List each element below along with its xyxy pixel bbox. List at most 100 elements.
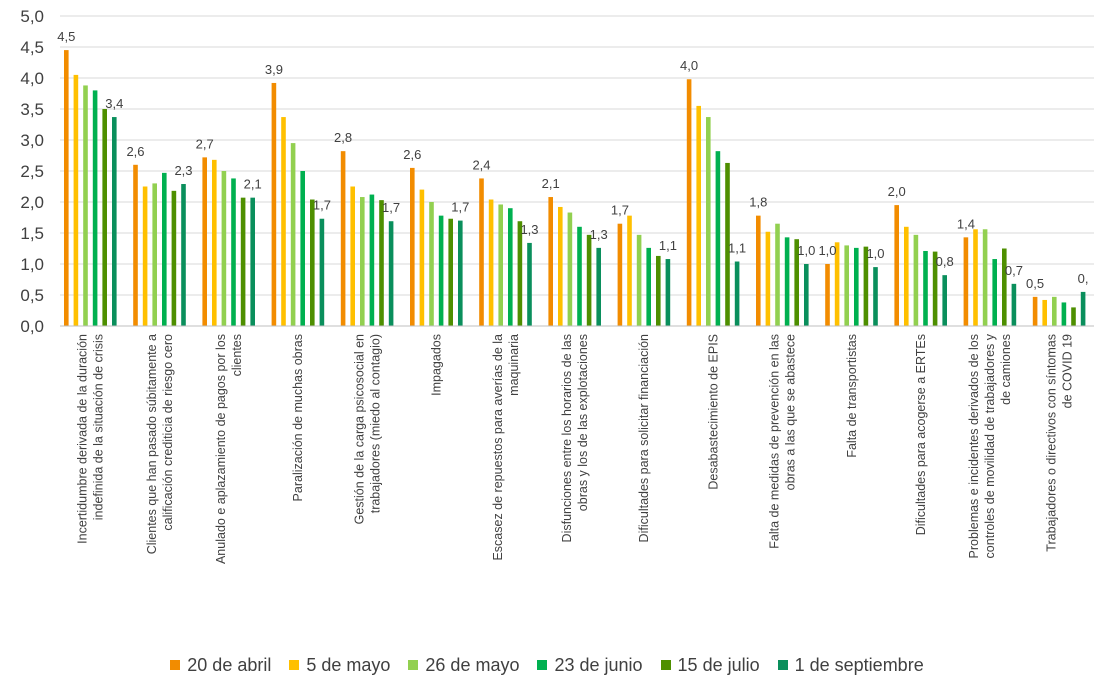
bar-chart: 0,0 0,5 1,0 1,5 2,0 2,5 3,0 3,5 4,0 4,5 5,0 4,5 3,4 2… [20, 7, 1094, 564]
bar [142, 186, 148, 326]
bar [992, 259, 997, 326]
bar [686, 79, 692, 327]
data-label: 1,0 [797, 243, 815, 258]
data-label: 2,6 [403, 147, 421, 162]
y-tick-label: 0,5 [20, 286, 44, 305]
y-tick-label: 3,5 [20, 100, 44, 119]
y-tick-label: 4,0 [20, 69, 44, 88]
bar [1071, 307, 1076, 326]
bar [1011, 283, 1017, 326]
legend-item: 23 de junio [537, 655, 643, 676]
bar [794, 239, 799, 326]
bar [527, 242, 532, 326]
legend-label: 20 de abril [187, 655, 272, 675]
bar [617, 223, 623, 326]
bar [636, 234, 642, 326]
bar [696, 105, 701, 327]
bar [498, 204, 503, 326]
data-label: 3,9 [265, 62, 283, 77]
y-tick-label: 5,0 [20, 7, 44, 26]
bar [290, 143, 296, 326]
legend-swatch [777, 660, 788, 670]
bar [973, 229, 978, 326]
bar [1002, 248, 1007, 326]
bar [1042, 299, 1047, 326]
y-tick-label: 0,0 [20, 317, 44, 336]
bar [202, 157, 207, 326]
x-category-label: Escasez de repuestos para averías de la m… [491, 334, 521, 561]
bar [963, 237, 969, 326]
bar [410, 167, 415, 326]
data-label: 3,4 [105, 96, 123, 111]
bar [250, 197, 255, 326]
bar [577, 226, 582, 326]
bar [913, 234, 919, 326]
x-category-label: Problemas e incidentes derivados de los c… [967, 333, 1013, 558]
x-category-label: Impagados [430, 334, 444, 396]
bar [706, 117, 711, 326]
bar [932, 251, 938, 326]
bar [804, 264, 809, 326]
bar [240, 197, 246, 326]
data-label: 1,3 [590, 227, 608, 242]
bar [319, 218, 325, 326]
bar [873, 267, 878, 326]
bar [102, 109, 107, 326]
bar [458, 220, 463, 326]
bar [844, 245, 849, 326]
y-tick-label: 1,0 [20, 255, 44, 274]
bar [627, 215, 632, 326]
y-tick-label: 3,0 [20, 131, 44, 150]
data-label: 1,1 [728, 241, 746, 256]
bar [221, 171, 227, 326]
bar [171, 190, 177, 326]
data-label: 4,0 [680, 58, 698, 73]
data-label: 1,7 [451, 200, 469, 215]
legend-label: 23 de junio [554, 655, 643, 675]
bar [92, 90, 98, 327]
bar [231, 178, 236, 326]
bar [656, 255, 661, 326]
data-label: 2,3 [174, 163, 192, 178]
bar [517, 221, 523, 326]
bar [558, 206, 563, 326]
data-label: 2,0 [888, 184, 906, 199]
x-category-label: Dificultades para solicitar financiación [637, 334, 651, 542]
legend-item: 5 de mayo [289, 655, 390, 676]
bar [162, 172, 167, 326]
bar [1032, 296, 1038, 326]
x-category-label: Trabajadores o directivos con síntomas de… [1044, 334, 1074, 552]
bar [825, 264, 830, 326]
bar [271, 82, 277, 327]
x-category-label: Dificultades para acogerse a ERTEs [914, 334, 928, 535]
bar [784, 237, 790, 326]
bar [982, 229, 988, 326]
bar [725, 162, 730, 326]
bar [756, 215, 761, 326]
bar [360, 197, 365, 326]
legend-swatch [537, 660, 548, 670]
bar [281, 117, 286, 326]
bar [112, 117, 117, 326]
x-category-label: Desabastecimiento de EPIS [706, 334, 720, 490]
legend-swatch [660, 660, 671, 670]
bar [923, 250, 928, 326]
data-label: 1,0 [818, 243, 836, 258]
data-label: 1,7 [313, 198, 331, 213]
bar [765, 231, 771, 326]
bar [854, 247, 859, 326]
bar [646, 247, 651, 326]
bar [479, 178, 484, 326]
data-label: 0,5 [1026, 276, 1044, 291]
data-label: 2,6 [126, 144, 144, 159]
legend-item: 1 de septiembre [777, 655, 924, 676]
bar [586, 234, 592, 326]
bar [64, 50, 69, 326]
bar [310, 199, 315, 326]
bar [508, 208, 513, 326]
bar [863, 246, 869, 326]
data-label: 0,7 [1005, 263, 1023, 278]
x-category-label: Falta de transportistas [845, 334, 859, 458]
y-tick-label: 1,5 [20, 224, 44, 243]
